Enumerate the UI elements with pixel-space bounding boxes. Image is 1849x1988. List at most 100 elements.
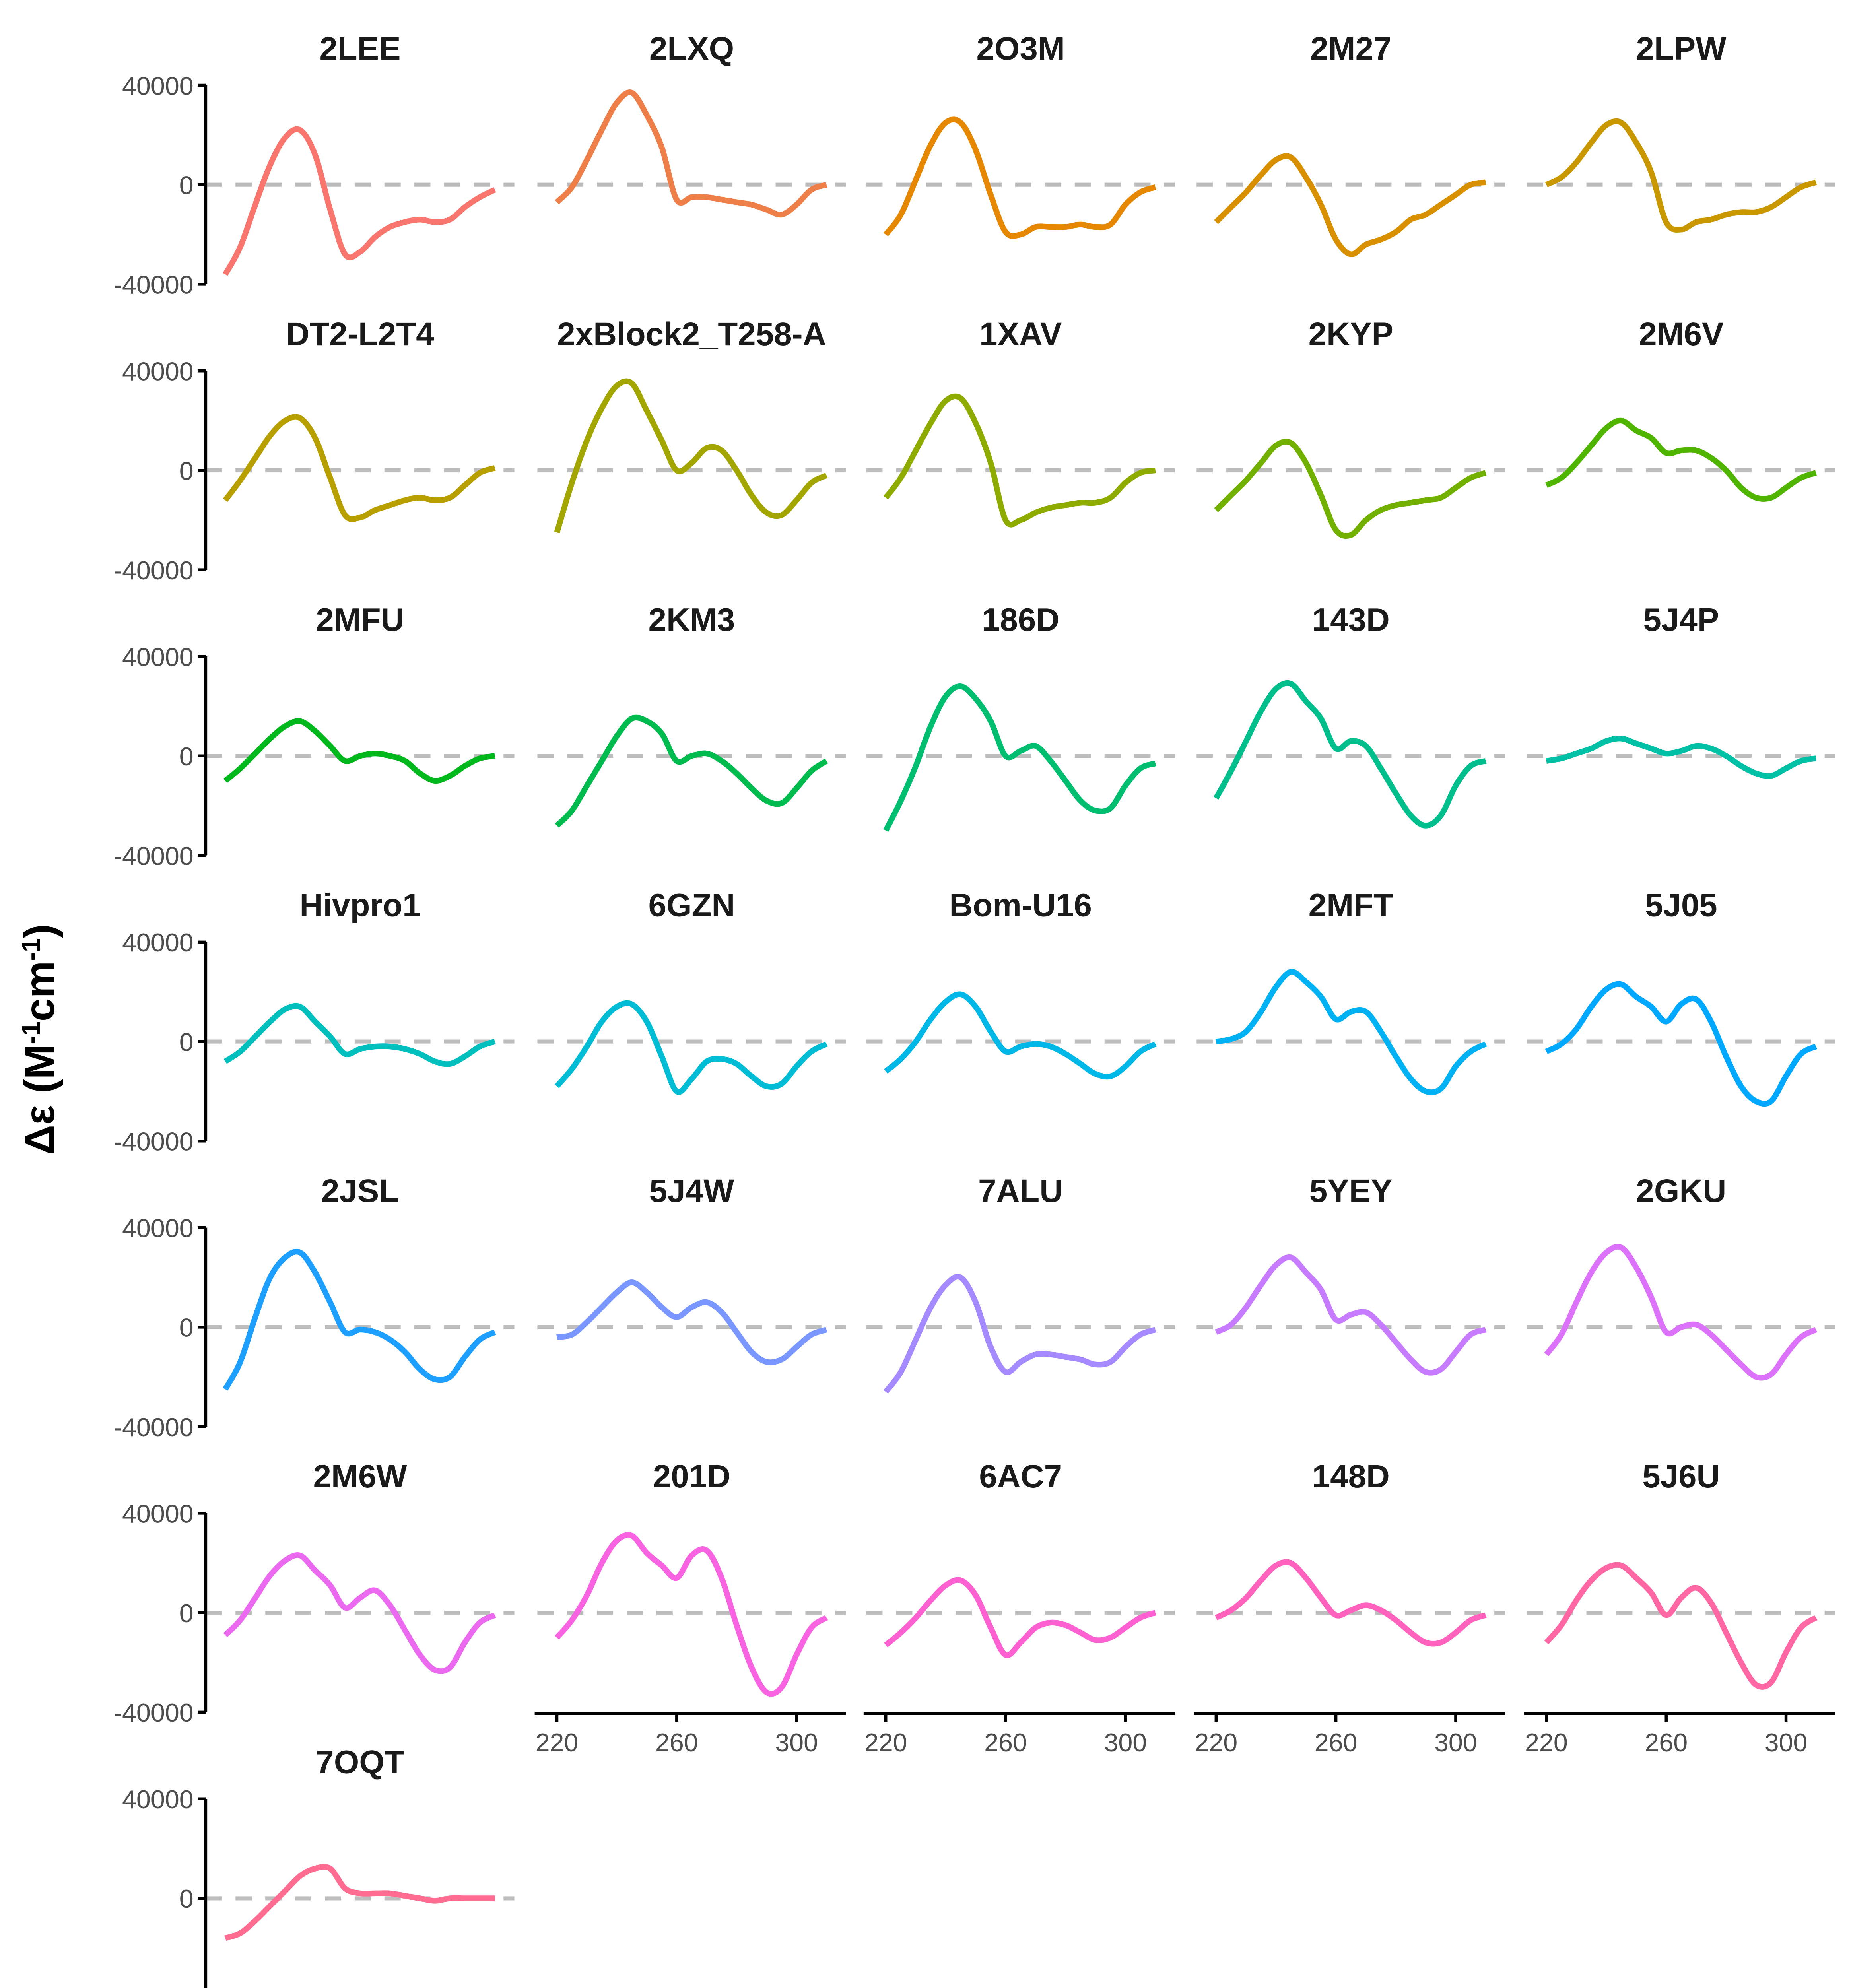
facet-title: 2GKU xyxy=(1636,1173,1726,1209)
x-tick-label: 220 xyxy=(1194,1728,1237,1757)
series-line-2KYP xyxy=(1214,439,1487,539)
facet-panel-5J6U: 5J6U 220 260 300 xyxy=(1524,1458,1835,1757)
facet-panel-2LXQ: 2LXQ xyxy=(537,31,846,218)
facet-panel-2KM3: 2KM3 xyxy=(537,602,846,828)
facet-panel-148D: 148D 220 260 300 xyxy=(1194,1458,1505,1757)
y-axis-title-sup1: -1 xyxy=(16,1021,45,1044)
facet-title: 2MFU xyxy=(316,602,404,638)
series-line-2M27 xyxy=(1214,153,1486,257)
x-tick-label: 260 xyxy=(984,1728,1027,1757)
series-line-2MFU xyxy=(223,718,495,784)
series-line-7ALU xyxy=(883,1274,1157,1394)
series-line-148D xyxy=(1215,1559,1487,1647)
facet-title: 2xBlock2_T258-A xyxy=(557,316,826,352)
facet-title: 5J4W xyxy=(649,1173,734,1209)
y-tick-label: 40000 xyxy=(122,643,194,672)
facet-title: 5YEY xyxy=(1309,1173,1393,1209)
y-tick-label: 0 xyxy=(179,171,194,200)
facet-panel-2xBlock2_T258-A: 2xBlock2_T258-A xyxy=(537,316,846,534)
x-tick-label: 260 xyxy=(655,1728,698,1757)
facet-title: 1XAV xyxy=(979,316,1062,352)
facet-title: 2M6W xyxy=(313,1458,407,1495)
series-line-2LPW xyxy=(1545,118,1817,233)
y-axis-title-main: Δε (M xyxy=(16,1044,63,1155)
series-line-201D xyxy=(555,1532,828,1697)
y-tick-label: -40000 xyxy=(113,1127,193,1156)
series-line-2KM3 xyxy=(555,714,828,828)
facet-panel-2MFT: 2MFT xyxy=(1196,887,1505,1095)
facet-panel-Bom-U16: Bom-U16 xyxy=(866,887,1175,1080)
y-tick-label: -40000 xyxy=(113,841,193,870)
facet-panel-5J4W: 5J4W xyxy=(537,1173,846,1365)
facet-panel-5J4P: 5J4P xyxy=(1527,602,1835,779)
facet-panel-2JSL: 2JSL 40000 0 -40000 xyxy=(113,1173,515,1442)
series-line-5J4P xyxy=(1546,736,1817,779)
series-line-6GZN xyxy=(555,1000,828,1095)
facet-panel-143D: 143D xyxy=(1196,602,1505,829)
y-tick-label: 0 xyxy=(179,456,194,485)
facet-panel-6AC7: 6AC7 220 260 300 xyxy=(863,1458,1175,1757)
facet-title: 2M27 xyxy=(1310,31,1391,67)
y-tick-label: 40000 xyxy=(122,71,194,100)
x-tick-label: 260 xyxy=(1315,1728,1358,1757)
y-tick-label: 0 xyxy=(179,1313,194,1342)
facet-title: 2KYP xyxy=(1309,316,1393,352)
facet-title: 2LEE xyxy=(319,31,400,67)
facet-title: 143D xyxy=(1312,602,1390,638)
facet-title: 2M6V xyxy=(1639,316,1723,352)
facet-title: 6AC7 xyxy=(979,1458,1062,1495)
x-tick-label: 220 xyxy=(536,1728,579,1757)
series-line-Hivpro1 xyxy=(223,1003,496,1067)
series-line-Bom-U16 xyxy=(884,991,1157,1080)
facet-title: 148D xyxy=(1312,1458,1390,1495)
x-tick-label: 300 xyxy=(1765,1728,1808,1757)
x-tick-label: 220 xyxy=(1525,1728,1568,1757)
facet-title: 186D xyxy=(982,602,1059,638)
facet-title: 5J05 xyxy=(1645,887,1717,924)
y-tick-label: 40000 xyxy=(122,1499,194,1528)
facet-panel-7ALU: 7ALU xyxy=(866,1173,1175,1394)
facet-panel-5YEY: 5YEY xyxy=(1196,1173,1505,1376)
facet-panel-2LEE: 2LEE 40000 0 -40000 xyxy=(113,31,515,299)
series-line-2M6W xyxy=(223,1552,496,1674)
facet-panel-2M6V: 2M6V xyxy=(1527,316,1835,502)
series-line-DT2-L2T4 xyxy=(223,414,496,522)
series-line-186D xyxy=(883,683,1156,832)
facet-title: 201D xyxy=(653,1458,730,1495)
series-line-7OQT xyxy=(224,1864,495,1941)
facet-panel-186D: 186D xyxy=(866,602,1175,832)
y-tick-label: 40000 xyxy=(122,357,194,386)
y-tick-label: 40000 xyxy=(122,1213,194,1242)
y-tick-label: 40000 xyxy=(122,928,194,957)
y-tick-label: -40000 xyxy=(113,1984,193,1988)
facet-title: 7ALU xyxy=(978,1173,1063,1209)
series-line-2O3M xyxy=(883,116,1156,239)
y-tick-label: -40000 xyxy=(113,1698,193,1727)
series-line-5YEY xyxy=(1215,1254,1487,1376)
facet-panel-5J05: 5J05 xyxy=(1527,887,1835,1107)
y-tick-label: 40000 xyxy=(122,1785,194,1814)
facet-panel-1XAV: 1XAV xyxy=(866,316,1175,528)
facet-panel-Hivpro1: Hivpro1 40000 0 -40000 xyxy=(113,887,515,1156)
facet-panel-201D: 201D 220 260 300 xyxy=(534,1458,846,1757)
facet-panel-2KYP: 2KYP xyxy=(1196,316,1505,539)
series-line-143D xyxy=(1214,680,1487,829)
facet-title: 2MFT xyxy=(1309,887,1393,924)
series-line-5J05 xyxy=(1545,981,1817,1107)
facet-title: Bom-U16 xyxy=(949,887,1092,924)
x-tick-label: 300 xyxy=(1104,1728,1147,1757)
series-line-2LEE xyxy=(223,126,496,276)
y-tick-label: 0 xyxy=(179,1599,194,1628)
y-tick-label: 0 xyxy=(179,1027,194,1056)
y-tick-label: -40000 xyxy=(113,556,193,585)
facet-title: DT2-L2T4 xyxy=(286,316,434,352)
facet-panel-2MFU: 2MFU 40000 0 -40000 xyxy=(113,602,515,870)
y-tick-label: -40000 xyxy=(113,1413,193,1442)
facet-panel-2M27: 2M27 xyxy=(1196,31,1505,257)
series-line-1XAV xyxy=(884,393,1156,528)
x-tick-label: 300 xyxy=(775,1728,818,1757)
facet-title: 2LPW xyxy=(1636,31,1727,67)
facet-title: Hivpro1 xyxy=(299,887,420,924)
facet-title: 2JSL xyxy=(321,1173,399,1209)
